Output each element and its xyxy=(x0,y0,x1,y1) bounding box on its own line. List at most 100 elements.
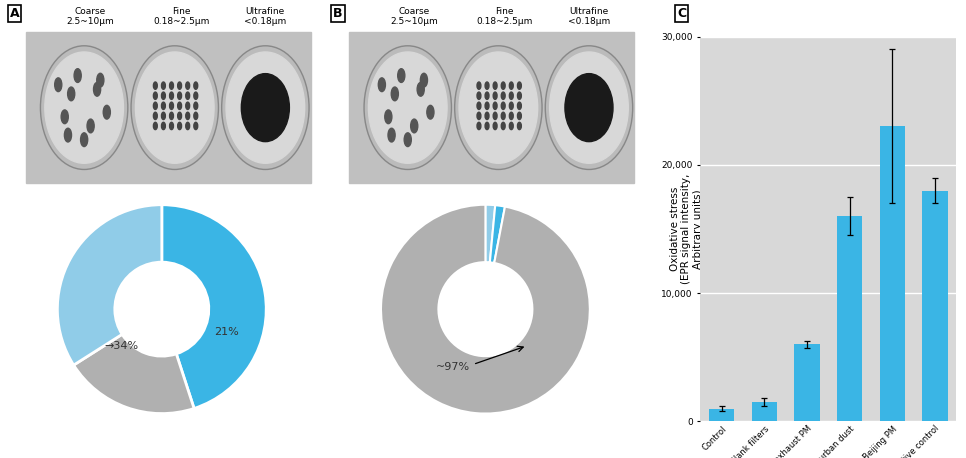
Ellipse shape xyxy=(135,52,214,164)
Bar xyxy=(837,216,863,421)
Ellipse shape xyxy=(509,122,513,130)
Ellipse shape xyxy=(41,46,128,169)
Ellipse shape xyxy=(68,87,74,101)
Ellipse shape xyxy=(477,112,481,120)
Ellipse shape xyxy=(518,92,522,99)
Ellipse shape xyxy=(477,102,481,109)
Ellipse shape xyxy=(501,122,505,130)
Ellipse shape xyxy=(178,82,182,89)
Ellipse shape xyxy=(161,92,165,99)
Ellipse shape xyxy=(518,122,522,130)
Ellipse shape xyxy=(459,52,538,164)
Ellipse shape xyxy=(185,92,189,99)
Ellipse shape xyxy=(170,102,174,109)
Ellipse shape xyxy=(55,78,62,92)
Bar xyxy=(350,32,635,183)
Wedge shape xyxy=(73,334,194,414)
Text: ~97%: ~97% xyxy=(436,361,469,371)
Bar xyxy=(923,191,948,421)
Ellipse shape xyxy=(44,52,124,164)
Bar xyxy=(26,32,311,183)
Bar xyxy=(880,126,905,421)
Ellipse shape xyxy=(518,82,522,89)
Ellipse shape xyxy=(178,92,182,99)
Ellipse shape xyxy=(61,110,69,124)
Ellipse shape xyxy=(178,112,182,120)
Wedge shape xyxy=(161,205,267,409)
Wedge shape xyxy=(57,205,162,365)
Text: C: C xyxy=(677,7,687,20)
Text: Coarse
2.5~10μm: Coarse 2.5~10μm xyxy=(67,7,115,26)
Ellipse shape xyxy=(427,105,434,119)
Wedge shape xyxy=(381,205,590,414)
Ellipse shape xyxy=(226,52,304,164)
Text: 21%: 21% xyxy=(214,327,239,337)
Ellipse shape xyxy=(485,92,489,99)
Ellipse shape xyxy=(154,122,157,130)
Ellipse shape xyxy=(154,92,157,99)
Ellipse shape xyxy=(417,82,424,96)
Ellipse shape xyxy=(404,133,412,147)
Ellipse shape xyxy=(485,82,489,89)
Ellipse shape xyxy=(161,102,165,109)
Ellipse shape xyxy=(194,82,198,89)
Bar xyxy=(709,409,734,421)
Ellipse shape xyxy=(194,122,198,130)
Ellipse shape xyxy=(501,102,505,109)
Wedge shape xyxy=(485,205,496,262)
Ellipse shape xyxy=(185,112,189,120)
Ellipse shape xyxy=(161,112,165,120)
Ellipse shape xyxy=(178,102,182,109)
Ellipse shape xyxy=(97,73,104,87)
Ellipse shape xyxy=(518,102,522,109)
Ellipse shape xyxy=(194,112,198,120)
Ellipse shape xyxy=(494,102,497,109)
Ellipse shape xyxy=(485,102,489,109)
Text: B: B xyxy=(333,7,343,20)
Wedge shape xyxy=(490,205,505,263)
Ellipse shape xyxy=(509,92,513,99)
Ellipse shape xyxy=(194,102,198,109)
Text: Fine
0.18~2.5μm: Fine 0.18~2.5μm xyxy=(153,7,210,26)
Ellipse shape xyxy=(494,82,497,89)
Ellipse shape xyxy=(509,82,513,89)
Ellipse shape xyxy=(391,87,398,101)
Ellipse shape xyxy=(242,74,290,142)
Text: 45%: 45% xyxy=(149,262,175,273)
Ellipse shape xyxy=(509,112,513,120)
Ellipse shape xyxy=(388,128,395,142)
Ellipse shape xyxy=(87,119,94,133)
Ellipse shape xyxy=(194,92,198,99)
Ellipse shape xyxy=(170,122,174,130)
Ellipse shape xyxy=(154,112,157,120)
Ellipse shape xyxy=(131,46,218,169)
Ellipse shape xyxy=(545,46,633,169)
Ellipse shape xyxy=(170,92,174,99)
Ellipse shape xyxy=(221,46,309,169)
Ellipse shape xyxy=(161,122,165,130)
Text: Fine
0.18~2.5μm: Fine 0.18~2.5μm xyxy=(476,7,533,26)
Text: Oxidative stress
(EPR signal intensity,
Arbitrary units): Oxidative stress (EPR signal intensity, … xyxy=(669,174,703,284)
Ellipse shape xyxy=(494,92,497,99)
Ellipse shape xyxy=(65,128,71,142)
Ellipse shape xyxy=(94,82,100,96)
Ellipse shape xyxy=(518,112,522,120)
Ellipse shape xyxy=(384,110,392,124)
Ellipse shape xyxy=(185,122,189,130)
Ellipse shape xyxy=(501,82,505,89)
Text: Coarse
2.5~10μm: Coarse 2.5~10μm xyxy=(390,7,439,26)
Ellipse shape xyxy=(494,122,497,130)
Ellipse shape xyxy=(170,82,174,89)
Ellipse shape xyxy=(494,112,497,120)
Ellipse shape xyxy=(364,46,451,169)
Ellipse shape xyxy=(154,102,157,109)
Bar xyxy=(794,344,820,421)
Ellipse shape xyxy=(455,46,542,169)
Ellipse shape xyxy=(501,112,505,120)
Ellipse shape xyxy=(550,52,628,164)
Ellipse shape xyxy=(565,74,613,142)
Ellipse shape xyxy=(477,122,481,130)
Bar xyxy=(752,402,778,421)
Ellipse shape xyxy=(170,112,174,120)
Text: A: A xyxy=(10,7,19,20)
